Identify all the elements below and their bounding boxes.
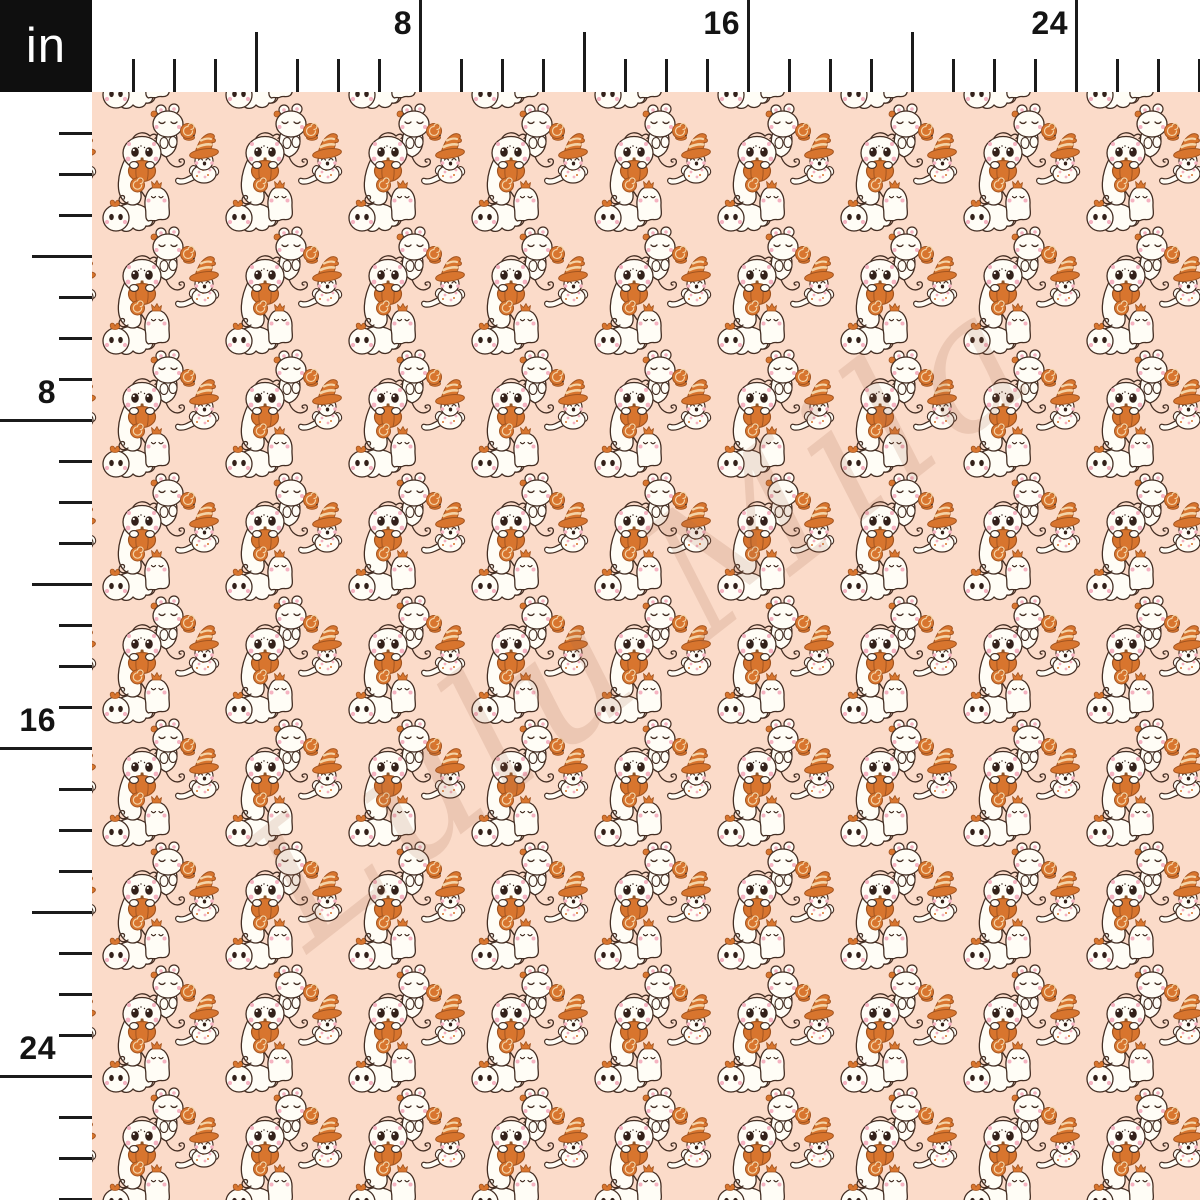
- top-ruler-tick: [993, 59, 996, 92]
- top-ruler-tick: [378, 59, 381, 92]
- top-ruler-tick: [419, 0, 422, 92]
- top-ruler-tick: [665, 59, 668, 92]
- top-ruler-tick: [337, 59, 340, 92]
- top-ruler-tick: [1116, 59, 1119, 92]
- left-ruler-tick: [59, 132, 92, 135]
- left-ruler-tick: [59, 870, 92, 873]
- top-ruler-tick: [214, 59, 217, 92]
- left-ruler-label: 8: [38, 376, 56, 408]
- left-ruler-tick: [59, 337, 92, 340]
- top-ruler-tick: [460, 59, 463, 92]
- top-ruler-tick: [255, 32, 258, 92]
- left-ruler-tick: [59, 296, 92, 299]
- top-ruler-tick: [173, 59, 176, 92]
- left-ruler-tick: [32, 255, 92, 258]
- left-ruler-tick: [59, 829, 92, 832]
- left-ruler-tick: [59, 665, 92, 668]
- left-ruler-label: 16: [19, 704, 56, 736]
- fabric-pattern-swatch: Lulu Mila: [92, 92, 1200, 1200]
- left-ruler-label: 24: [19, 1032, 56, 1064]
- left-ruler-tick: [32, 583, 92, 586]
- left-ruler-tick: [0, 1075, 92, 1078]
- top-ruler-tick: [747, 0, 750, 92]
- top-ruler-label: 8: [394, 7, 412, 39]
- left-ruler-tick: [59, 1157, 92, 1160]
- left-ruler-tick: [59, 706, 92, 709]
- left-ruler-tick: [59, 788, 92, 791]
- top-ruler-tick: [952, 59, 955, 92]
- top-ruler-tick: [706, 59, 709, 92]
- top-ruler-tick: [911, 32, 914, 92]
- ghost-pattern-svg: [92, 92, 1200, 1200]
- top-ruler-tick: [583, 32, 586, 92]
- top-ruler-tick: [132, 59, 135, 92]
- left-ruler-tick: [59, 173, 92, 176]
- top-ruler-tick: [788, 59, 791, 92]
- left-ruler-tick: [59, 460, 92, 463]
- left-ruler: 8 16 24: [0, 92, 92, 1200]
- fabric-listing-image: 8 16 24 8 16 24 in: [0, 0, 1200, 1200]
- top-ruler-tick: [870, 59, 873, 92]
- top-ruler-tick: [1034, 59, 1037, 92]
- left-ruler-tick: [59, 378, 92, 381]
- left-ruler-tick: [0, 747, 92, 750]
- top-ruler-tick: [1157, 59, 1160, 92]
- left-ruler-tick: [59, 214, 92, 217]
- top-ruler-tick: [296, 59, 299, 92]
- top-ruler-label: 16: [703, 7, 740, 39]
- top-ruler-tick: [1075, 0, 1078, 92]
- unit-label: in: [26, 22, 66, 71]
- left-ruler-tick: [0, 419, 92, 422]
- top-ruler-label: 24: [1031, 7, 1068, 39]
- top-ruler: 8 16 24: [92, 0, 1200, 92]
- left-ruler-tick: [59, 952, 92, 955]
- left-ruler-tick: [59, 624, 92, 627]
- unit-label-box: in: [0, 0, 92, 92]
- left-ruler-tick: [59, 542, 92, 545]
- left-ruler-tick: [59, 1034, 92, 1037]
- left-ruler-tick: [59, 1116, 92, 1119]
- top-ruler-tick: [542, 59, 545, 92]
- left-ruler-tick: [32, 911, 92, 914]
- top-ruler-tick: [624, 59, 627, 92]
- left-ruler-tick: [59, 993, 92, 996]
- left-ruler-tick: [59, 501, 92, 504]
- top-ruler-tick: [829, 59, 832, 92]
- top-ruler-tick: [501, 59, 504, 92]
